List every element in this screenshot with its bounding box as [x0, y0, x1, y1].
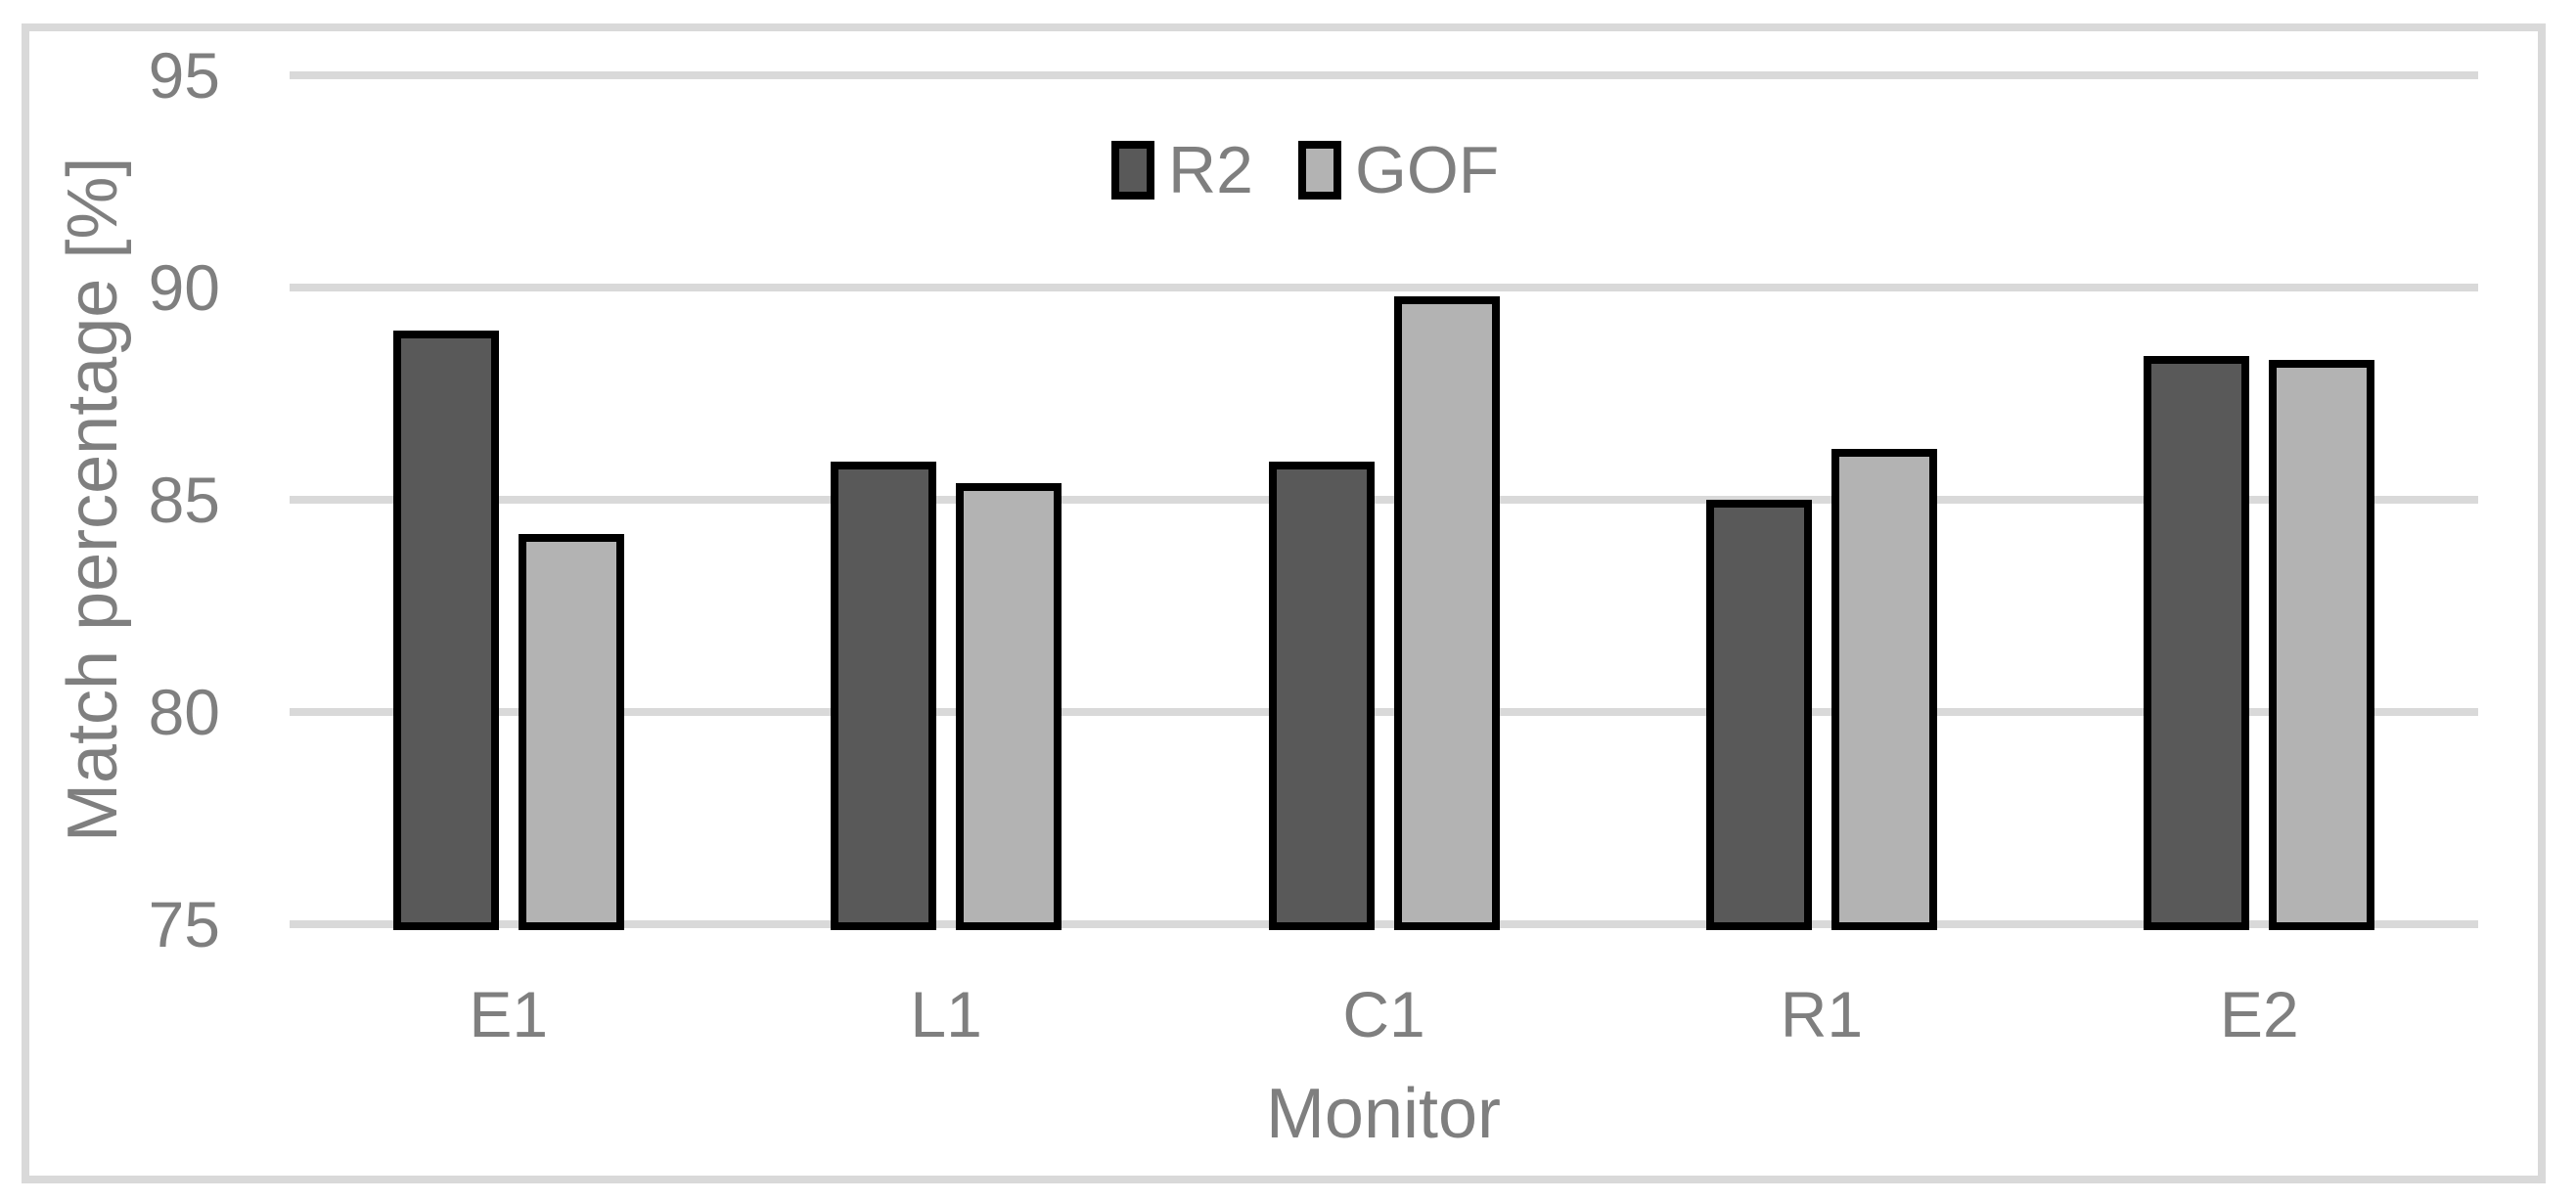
gridline-95 — [290, 71, 2478, 79]
gridline-75 — [290, 920, 2478, 928]
legend-item-R2: R2 — [1111, 137, 1253, 203]
x-tick-label-C1: C1 — [1342, 978, 1425, 1050]
x-axis-title: Monitor — [1265, 1075, 1502, 1153]
x-tick-label-E2: E2 — [2219, 978, 2299, 1050]
y-tick-label-80: 80 — [148, 676, 220, 748]
bar-GOF-C1 — [1393, 296, 1500, 930]
legend-item-GOF: GOF — [1297, 133, 1500, 207]
bar-R2-C1 — [1268, 462, 1375, 930]
y-tick-label-75: 75 — [148, 888, 220, 960]
legend-label-R2: R2 — [1168, 133, 1253, 207]
bar-GOF-L1 — [956, 482, 1062, 930]
legend-swatch-GOF — [1297, 141, 1341, 200]
gridline-85 — [290, 496, 2478, 504]
bar-GOF-R1 — [1830, 449, 1937, 930]
bar-R2-R1 — [1705, 500, 1812, 930]
x-tick-label-E1: E1 — [469, 978, 549, 1050]
legend-label-GOF: GOF — [1354, 133, 1500, 207]
y-tick-label-90: 90 — [148, 251, 220, 324]
x-tick-label-R1: R1 — [1780, 978, 1864, 1050]
bar-R2-L1 — [831, 462, 937, 930]
bar-R2-E1 — [392, 330, 499, 930]
legend-swatch-R2 — [1111, 141, 1154, 200]
gridline-90 — [290, 284, 2478, 291]
y-tick-label-95: 95 — [148, 39, 220, 111]
x-tick-label-L1: L1 — [910, 978, 982, 1050]
bar-GOF-E1 — [518, 534, 624, 930]
y-tick-label-85: 85 — [148, 464, 220, 536]
gridline-80 — [290, 708, 2478, 716]
legend: R2 GOF — [1111, 133, 1500, 207]
bar-R2-E2 — [2144, 355, 2250, 930]
bar-GOF-E2 — [2269, 360, 2375, 930]
